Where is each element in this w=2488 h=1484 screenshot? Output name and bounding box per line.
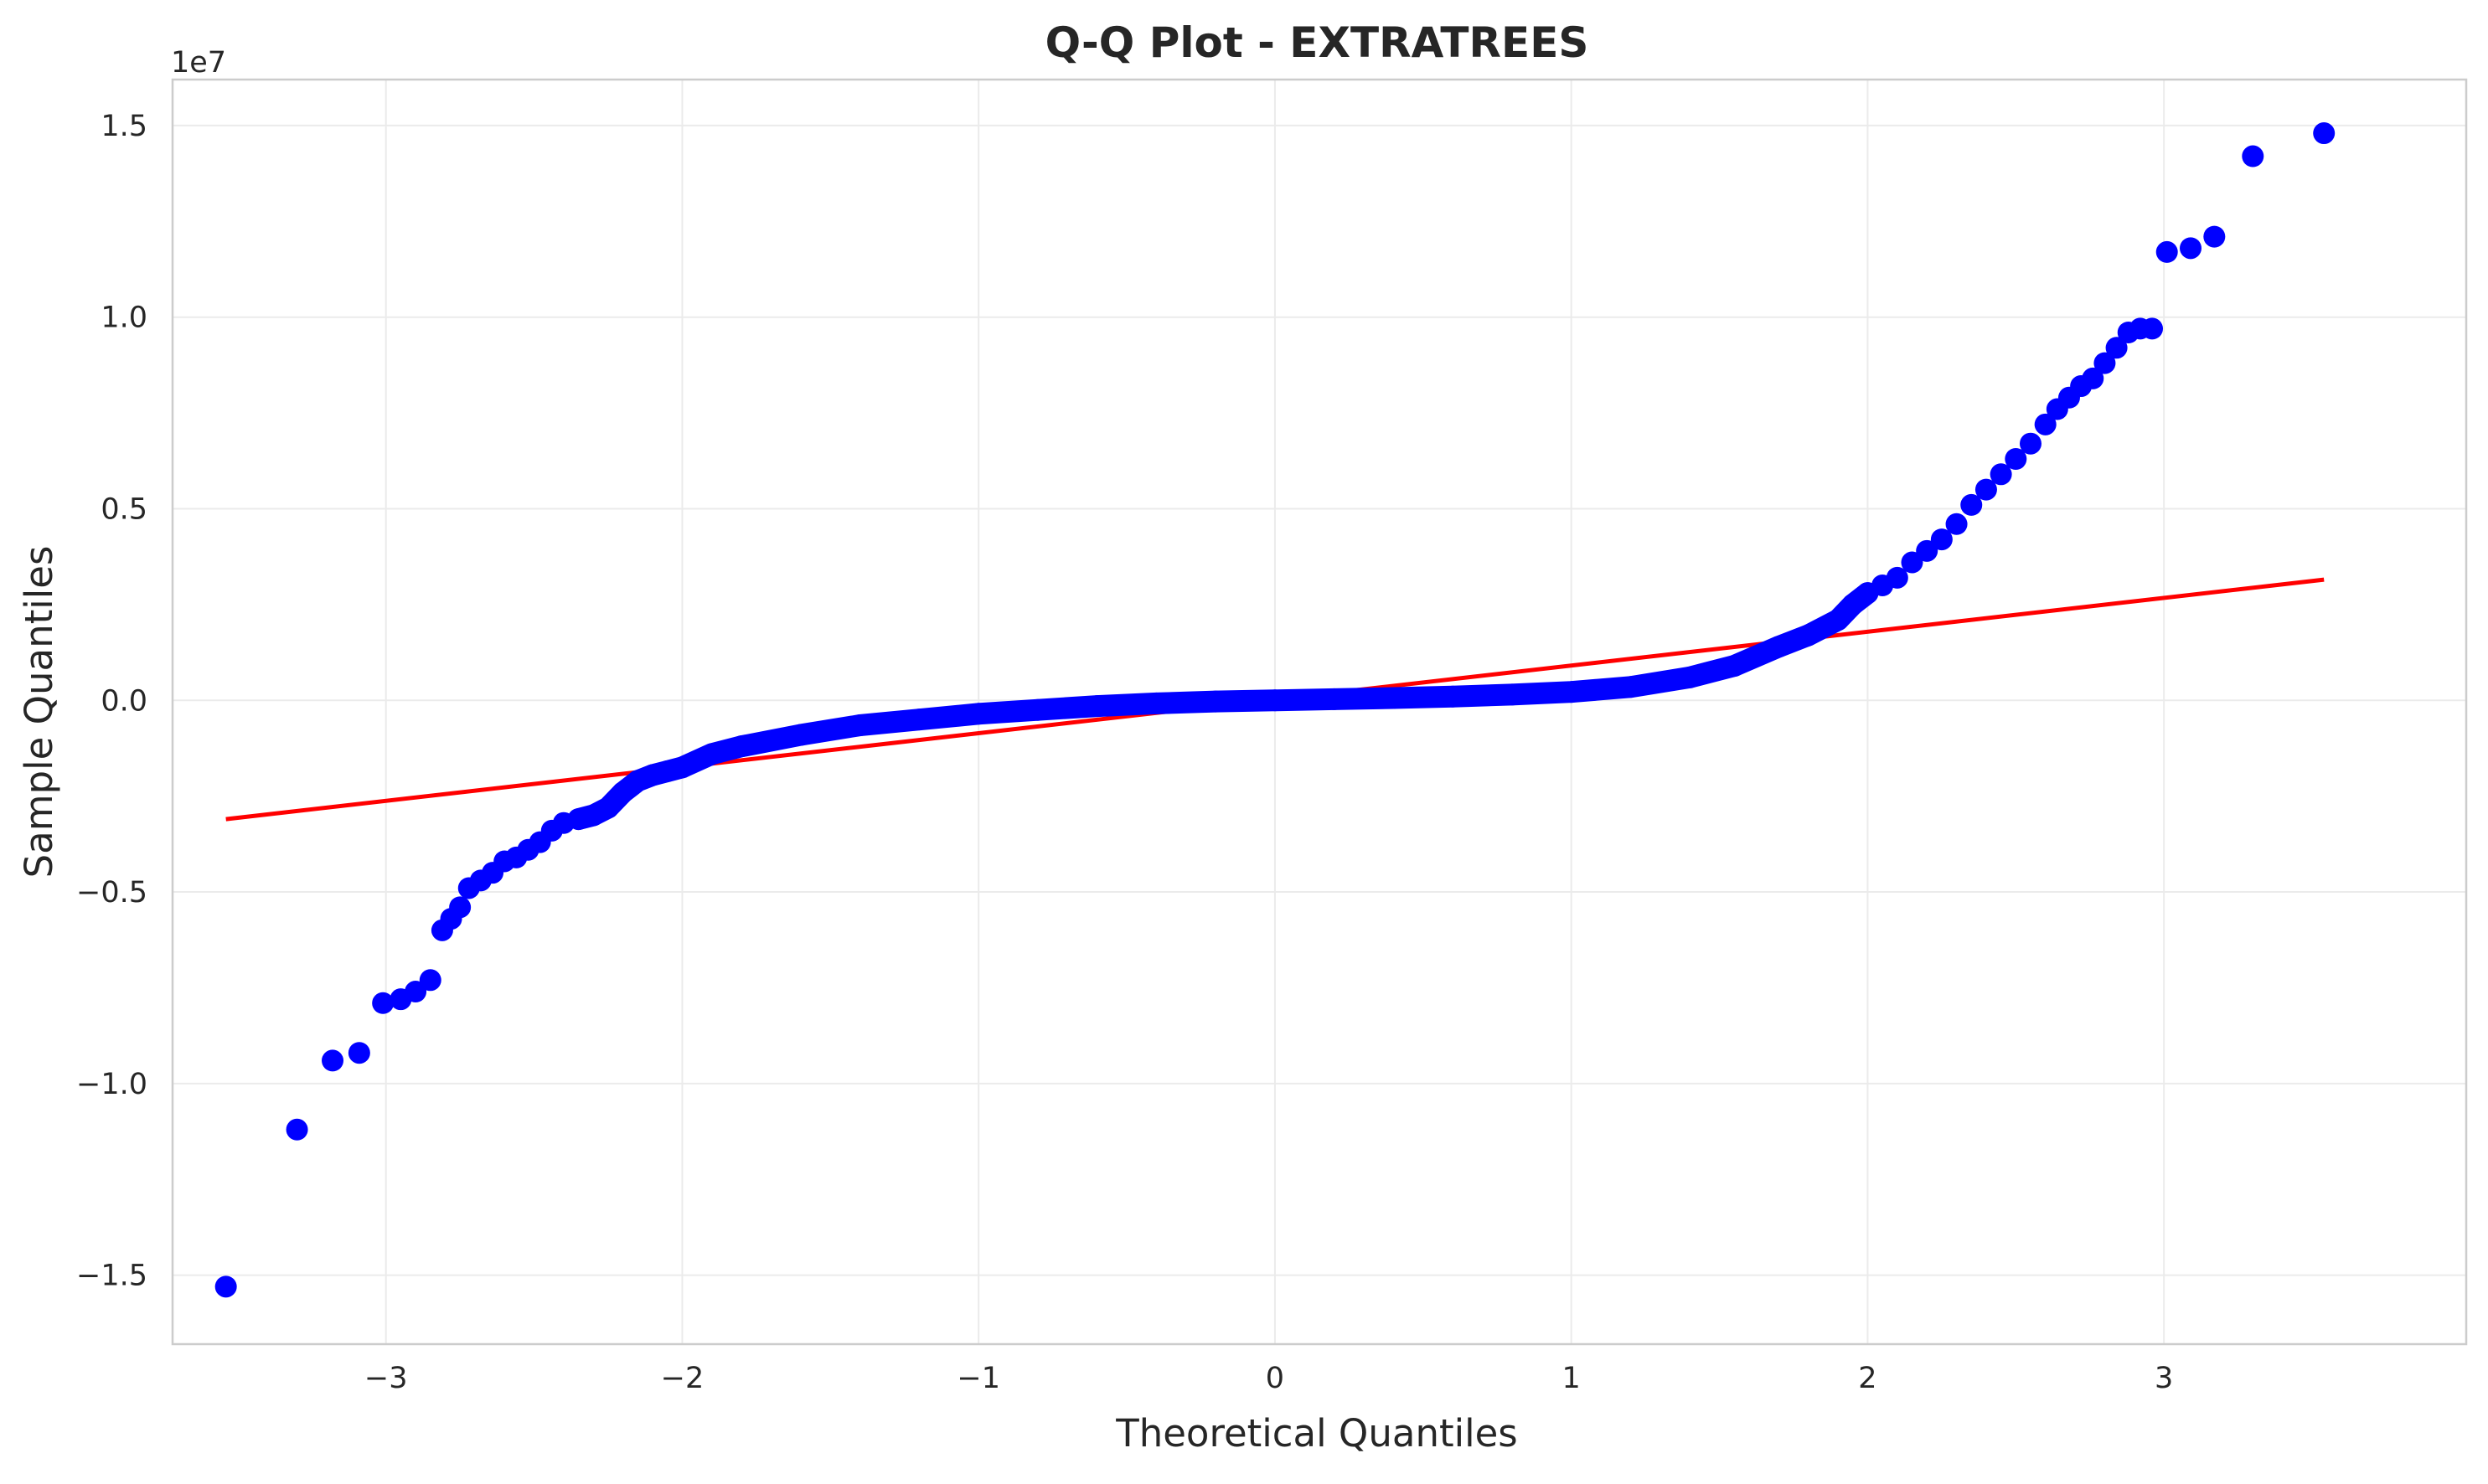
sample-point xyxy=(405,981,427,1003)
sample-points-layer xyxy=(214,122,2336,1298)
sample-point xyxy=(1145,692,1168,714)
y-tick-label: 0.5 xyxy=(101,492,147,526)
sample-point xyxy=(214,1275,237,1298)
sample-point xyxy=(322,1049,344,1072)
sample-point xyxy=(419,969,441,992)
sample-point xyxy=(1945,513,1968,535)
sample-point xyxy=(2019,432,2042,455)
sample-point xyxy=(1205,690,1227,713)
sample-point xyxy=(1974,478,1997,501)
sample-point xyxy=(2005,448,2027,470)
sample-point xyxy=(671,756,694,779)
x-tick-label: −3 xyxy=(364,1362,408,1395)
tick-labels: −3 −2 −1 0 1 2 3 −1.5 −1.0 −0.5 0.0 0.5 1.0 1.5 xyxy=(76,110,2173,1395)
sample-point xyxy=(2155,240,2178,263)
sample-point xyxy=(908,709,931,731)
sample-point xyxy=(700,743,723,765)
sample-point xyxy=(2313,122,2336,145)
sample-point xyxy=(849,714,871,737)
sample-point xyxy=(1560,681,1582,703)
y-tick-label: −1.0 xyxy=(76,1068,147,1101)
sample-point xyxy=(2093,352,2116,374)
chart-title: Q-Q Plot - EXTRATREES xyxy=(1045,18,1589,67)
sample-point xyxy=(1442,685,1464,708)
sample-point xyxy=(1960,493,1983,516)
sample-point xyxy=(348,1042,370,1064)
sample-point xyxy=(449,896,472,919)
sample-point xyxy=(2141,317,2164,340)
sample-point xyxy=(2034,413,2057,435)
sample-point xyxy=(2180,237,2202,260)
sample-point xyxy=(1827,609,1850,631)
sample-point xyxy=(1679,666,1701,688)
y-tick-label: −0.5 xyxy=(76,876,147,909)
sample-point xyxy=(1916,539,1938,562)
sample-point xyxy=(1901,551,1923,574)
sample-point xyxy=(2082,367,2104,389)
y-axis-label: Sample Quantiles xyxy=(17,546,61,879)
sample-point xyxy=(1930,528,1953,551)
sample-point xyxy=(612,781,634,804)
sample-point xyxy=(597,796,620,819)
x-axis-label: Theoretical Quantiles xyxy=(1115,1411,1518,1456)
sample-point xyxy=(1886,566,1908,589)
sample-point xyxy=(1323,688,1345,710)
grid-lines xyxy=(173,80,2466,1344)
sample-point xyxy=(968,703,990,725)
x-tick-label: 3 xyxy=(2155,1362,2173,1395)
y-tick-label: 1.5 xyxy=(101,110,147,143)
y-offset-label: 1e7 xyxy=(171,46,226,80)
y-tick-label: 0.0 xyxy=(101,684,147,718)
sample-point xyxy=(286,1118,308,1141)
sample-point xyxy=(1768,636,1790,658)
y-tick-label: 1.0 xyxy=(101,301,147,335)
sample-point xyxy=(2203,225,2226,248)
x-tick-label: 0 xyxy=(1266,1362,1284,1395)
x-tick-label: 2 xyxy=(1858,1362,1876,1395)
x-tick-label: −2 xyxy=(661,1362,705,1395)
sample-point xyxy=(2105,337,2128,359)
sample-point xyxy=(1026,698,1049,721)
x-tick-label: 1 xyxy=(1562,1362,1581,1395)
sample-point xyxy=(1086,695,1108,718)
sample-point xyxy=(730,735,753,758)
sample-point xyxy=(1619,676,1642,698)
sample-point xyxy=(372,992,395,1014)
sample-point xyxy=(1990,463,2012,486)
sample-point xyxy=(1797,624,1820,647)
sample-point xyxy=(789,724,812,746)
x-tick-label: −1 xyxy=(957,1362,1000,1395)
sample-point xyxy=(1841,593,1864,616)
y-tick-label: −1.5 xyxy=(76,1260,147,1293)
sample-point xyxy=(1723,655,1746,678)
plot-frame xyxy=(171,78,2468,1346)
sample-point xyxy=(1382,687,1405,709)
sample-point xyxy=(2242,145,2264,167)
sample-point xyxy=(1263,689,1286,712)
sample-point xyxy=(1500,683,1523,706)
